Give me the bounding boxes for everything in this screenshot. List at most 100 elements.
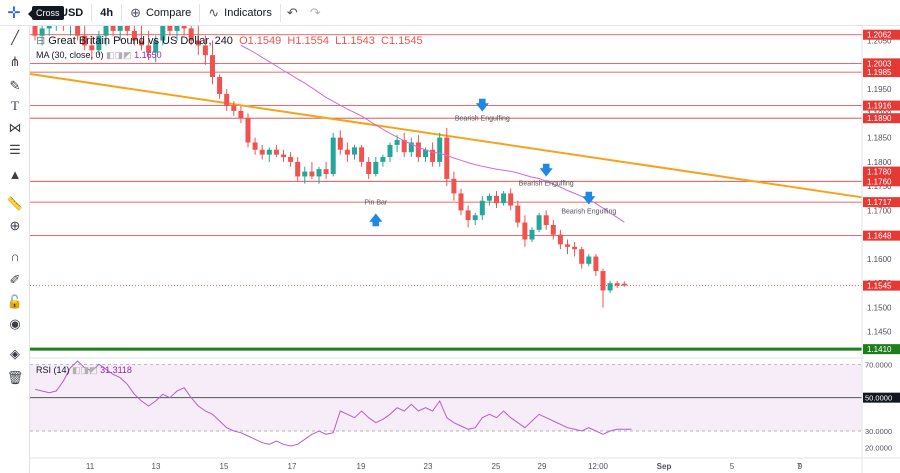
trendline-tool[interactable]: ╱ <box>3 28 27 48</box>
candle-body <box>302 171 308 177</box>
candle-body <box>352 147 357 155</box>
pitchfork-icon: ⋔ <box>9 54 21 69</box>
candles <box>32 16 627 308</box>
candle-body <box>231 106 237 111</box>
indicators-button[interactable]: ∿ Indicators <box>200 0 280 26</box>
candle-body <box>181 21 187 29</box>
remove-tool[interactable]: 🗑 <box>3 368 27 388</box>
undo-button[interactable]: ↶ <box>281 0 304 26</box>
trendline <box>29 73 863 199</box>
toolbar-separator <box>91 3 93 22</box>
candle-body <box>522 222 528 240</box>
ruler-icon: 📏 <box>6 196 24 211</box>
crosshair-icon: ✛ <box>7 5 21 22</box>
rsi-controls-icon[interactable]: ◧◨◩ <box>72 365 98 375</box>
candle-body <box>273 149 279 155</box>
price-tick-label: 1.1750 <box>867 182 892 191</box>
arrow-tool[interactable]: ▲ <box>3 164 27 184</box>
redo-icon: ↷ <box>309 4 321 20</box>
rsi-value: 31.3118 <box>100 365 132 375</box>
candle-body <box>515 205 521 223</box>
ruler-tool[interactable]: 📏 <box>3 194 27 214</box>
candle-body <box>188 28 194 41</box>
candle-body <box>344 149 350 155</box>
time-tick-label: 9 <box>798 462 803 471</box>
time-tick-label: 12:00 <box>588 462 609 471</box>
price-tick-label: 1.1950 <box>867 85 892 94</box>
candle-body <box>259 149 265 155</box>
lock-icon: 🔓 <box>6 294 24 309</box>
price-level-badge <box>863 29 900 40</box>
indicators-label: Indicators <box>224 6 272 19</box>
candle-body <box>401 140 407 153</box>
chart-svg[interactable]: Pin Bar 🡇 Bearish Engulfing 🡇 Bearish Engulf… <box>29 0 900 473</box>
text-tool[interactable]: T <box>3 96 27 116</box>
layers-icon: ◈ <box>10 346 20 361</box>
pitchfork-tool[interactable]: ⋔ <box>3 52 27 72</box>
annotation-label: Bearish Engulfing <box>455 115 510 122</box>
price-badge <box>863 166 900 177</box>
candle-body <box>494 195 499 204</box>
price-level-badge <box>863 113 900 124</box>
time-tick-label: 7 <box>797 462 802 471</box>
candle-body <box>472 215 478 221</box>
rsi-pane <box>30 357 900 447</box>
candle-body <box>380 157 386 162</box>
zoom-tool[interactable]: ⊕ <box>3 216 27 236</box>
candle-body <box>316 169 322 177</box>
candle-body <box>146 45 152 53</box>
brush-icon: ✎ <box>9 78 21 93</box>
prediction-tool[interactable]: ☰ <box>3 140 27 160</box>
ma-label: MA (30, close, 0) <box>36 50 104 60</box>
candle-body <box>110 21 116 31</box>
top-toolbar: USD 4h ⊕ Compare ∿ Indicators ↶ ↷ <box>0 0 900 26</box>
brush-tool[interactable]: ✎ <box>3 76 27 96</box>
candle-body <box>586 256 592 264</box>
candle-body <box>437 137 443 162</box>
price-axis[interactable]: 1.14501.15001.15501.16001.16501.17001.17… <box>861 26 900 473</box>
candle-body <box>195 40 201 46</box>
candle-body <box>82 35 88 46</box>
chart-container[interactable]: Pin Bar 🡇 Bearish Engulfing 🡇 Bearish Engulf… <box>29 0 900 473</box>
time-tick-label: 23 <box>424 462 433 471</box>
interval-button[interactable]: 4h <box>92 0 121 26</box>
interval-label: 4h <box>100 6 114 19</box>
hide-tool[interactable]: ◉ <box>3 314 27 334</box>
candle-body <box>131 30 137 41</box>
ma-controls-icon[interactable]: ◧◨◩ <box>106 50 132 60</box>
rsi-tick-label: 50.0000 <box>865 394 892 403</box>
layers-tool[interactable]: ◈ <box>3 344 27 364</box>
magnet-tool[interactable]: ∩ <box>3 246 27 266</box>
rsi-line <box>34 360 632 447</box>
lock-tool[interactable]: 🔓 <box>3 292 27 312</box>
cross-tool-button[interactable]: ✛ <box>2 2 26 24</box>
candle-body <box>366 161 372 175</box>
pencil-lock-icon: ✐ <box>9 272 21 287</box>
candle-body <box>330 137 336 175</box>
support-badge <box>863 344 900 355</box>
candle-body <box>359 147 365 162</box>
ma-legend: MA (30, close, 0) ◧◨◩ 1.1650 <box>36 50 162 61</box>
candle-body <box>387 144 393 158</box>
candle-body <box>309 171 315 177</box>
compare-button[interactable]: ⊕ Compare <box>122 0 199 26</box>
time-tick-label: 13 <box>152 462 161 471</box>
collapse-icon[interactable]: ⊟ <box>36 35 46 47</box>
candle-body <box>160 26 166 41</box>
symbol-search[interactable]: USD <box>30 0 91 26</box>
time-axis[interactable]: 11 13 15 17 19 23 25 29 12:00 Sep 5 79 <box>30 457 900 471</box>
redo-button[interactable]: ↷ <box>304 0 327 26</box>
candle-body <box>75 21 81 36</box>
pattern-icon: ⋈ <box>8 120 22 135</box>
stay-drawing-tool[interactable]: ✐ <box>3 270 27 290</box>
price-level-badge <box>863 176 900 187</box>
rsi-tick-label: 30.0000 <box>865 427 892 436</box>
time-tick-label: 25 <box>492 462 501 471</box>
moving-average-layer <box>240 44 625 223</box>
pattern-tool[interactable]: ⋈ <box>3 118 27 138</box>
candle-body <box>32 21 38 36</box>
time-tick-label: 17 <box>288 462 297 471</box>
candle-body <box>210 55 215 77</box>
candle-body <box>337 137 343 150</box>
